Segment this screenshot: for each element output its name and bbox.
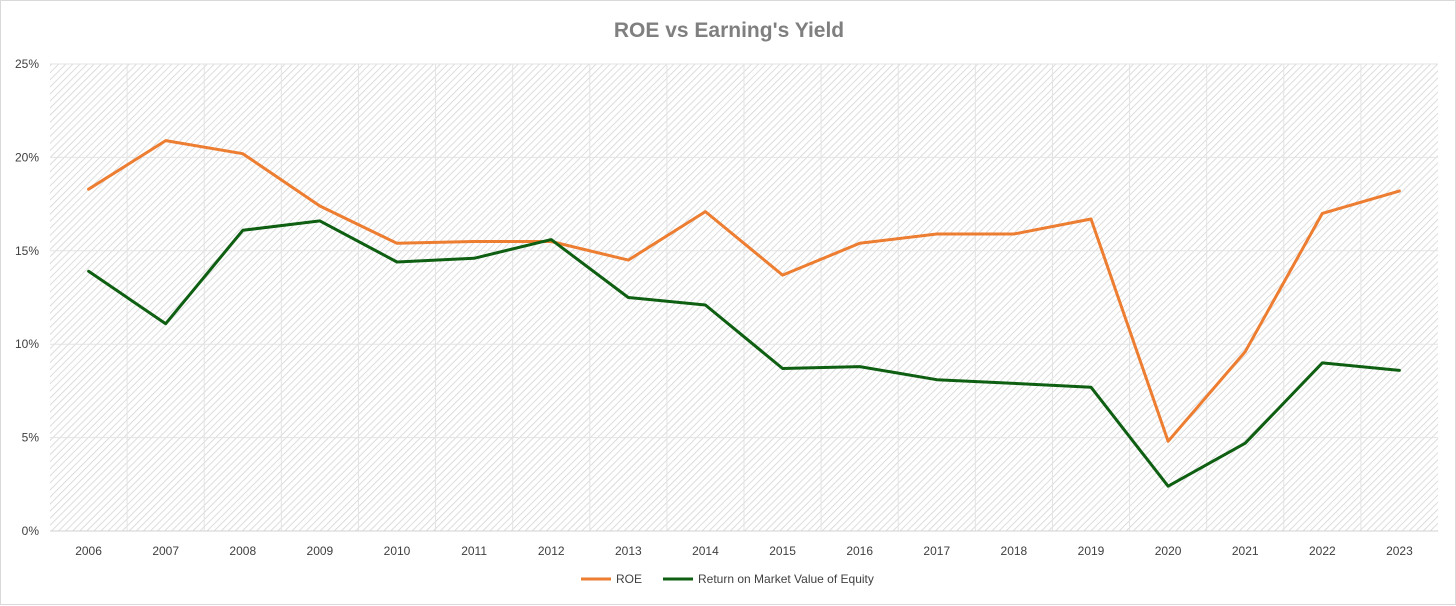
series-line-return-on-market-value bbox=[87, 219, 1401, 488]
data-point bbox=[934, 231, 940, 237]
data-point bbox=[702, 302, 708, 308]
data-point bbox=[317, 203, 323, 209]
data-point bbox=[1242, 349, 1248, 355]
data-point bbox=[1011, 231, 1017, 237]
data-point bbox=[1319, 210, 1325, 216]
data-point bbox=[86, 268, 92, 274]
data-point bbox=[1011, 380, 1017, 386]
data-point bbox=[857, 240, 863, 246]
x-tick-label: 2008 bbox=[229, 544, 256, 558]
x-tick-label: 2015 bbox=[769, 544, 796, 558]
data-point bbox=[548, 237, 554, 243]
data-point bbox=[471, 255, 477, 261]
x-tick-label: 2014 bbox=[692, 544, 719, 558]
x-tick-label: 2009 bbox=[307, 544, 334, 558]
data-point bbox=[1396, 188, 1402, 194]
data-point bbox=[394, 259, 400, 265]
series-lines bbox=[86, 138, 1402, 489]
data-point bbox=[86, 186, 92, 192]
y-tick-label: 20% bbox=[15, 150, 39, 164]
data-point bbox=[780, 272, 786, 278]
data-point bbox=[934, 377, 940, 383]
x-tick-label: 2018 bbox=[1001, 544, 1028, 558]
data-point bbox=[702, 209, 708, 215]
x-tick-label: 2022 bbox=[1309, 544, 1336, 558]
y-tick-label: 0% bbox=[22, 524, 40, 538]
data-point bbox=[1088, 384, 1094, 390]
x-tick-label: 2019 bbox=[1078, 544, 1105, 558]
x-tick-label: 2017 bbox=[923, 544, 950, 558]
y-tick-label: 15% bbox=[15, 244, 39, 258]
data-point bbox=[625, 295, 631, 301]
x-tick-label: 2013 bbox=[615, 544, 642, 558]
data-point bbox=[471, 238, 477, 244]
axes: 0% 5% 10% 15% 20% 25% 2006 2007 2008 2009 2010 2011… bbox=[15, 57, 1438, 558]
x-tick-label: 2006 bbox=[75, 544, 102, 558]
data-point bbox=[1088, 216, 1094, 222]
x-tick-label: 2020 bbox=[1155, 544, 1182, 558]
data-point bbox=[394, 240, 400, 246]
data-point bbox=[1319, 360, 1325, 366]
y-tick-label: 25% bbox=[15, 57, 39, 71]
x-tick-label: 2007 bbox=[152, 544, 179, 558]
legend: ROE Return on Market Value of Equity bbox=[581, 572, 874, 586]
data-point bbox=[240, 227, 246, 233]
x-tick-label: 2010 bbox=[384, 544, 411, 558]
y-tick-label: 5% bbox=[22, 431, 40, 445]
data-point bbox=[1242, 440, 1248, 446]
data-point bbox=[1165, 438, 1171, 444]
data-point bbox=[780, 365, 786, 371]
x-tick-label: 2021 bbox=[1232, 544, 1259, 558]
x-tick-label: 2012 bbox=[538, 544, 565, 558]
chart-title: ROE vs Earning's Yield bbox=[614, 19, 844, 42]
x-tick-label: 2011 bbox=[461, 544, 487, 558]
data-point bbox=[1165, 483, 1171, 489]
data-point bbox=[163, 138, 169, 144]
series-line-roe bbox=[87, 139, 1401, 443]
x-tick-label: 2023 bbox=[1386, 544, 1413, 558]
data-point bbox=[625, 257, 631, 263]
data-point bbox=[1396, 367, 1402, 373]
y-tick-label: 10% bbox=[15, 337, 39, 351]
legend-label: ROE bbox=[616, 572, 642, 586]
gridlines bbox=[50, 63, 1438, 531]
legend-label: Return on Market Value of Equity bbox=[698, 572, 874, 586]
data-point bbox=[163, 321, 169, 327]
x-tick-label: 2016 bbox=[846, 544, 873, 558]
data-point bbox=[857, 364, 863, 370]
data-point bbox=[317, 218, 323, 224]
data-point bbox=[240, 151, 246, 157]
